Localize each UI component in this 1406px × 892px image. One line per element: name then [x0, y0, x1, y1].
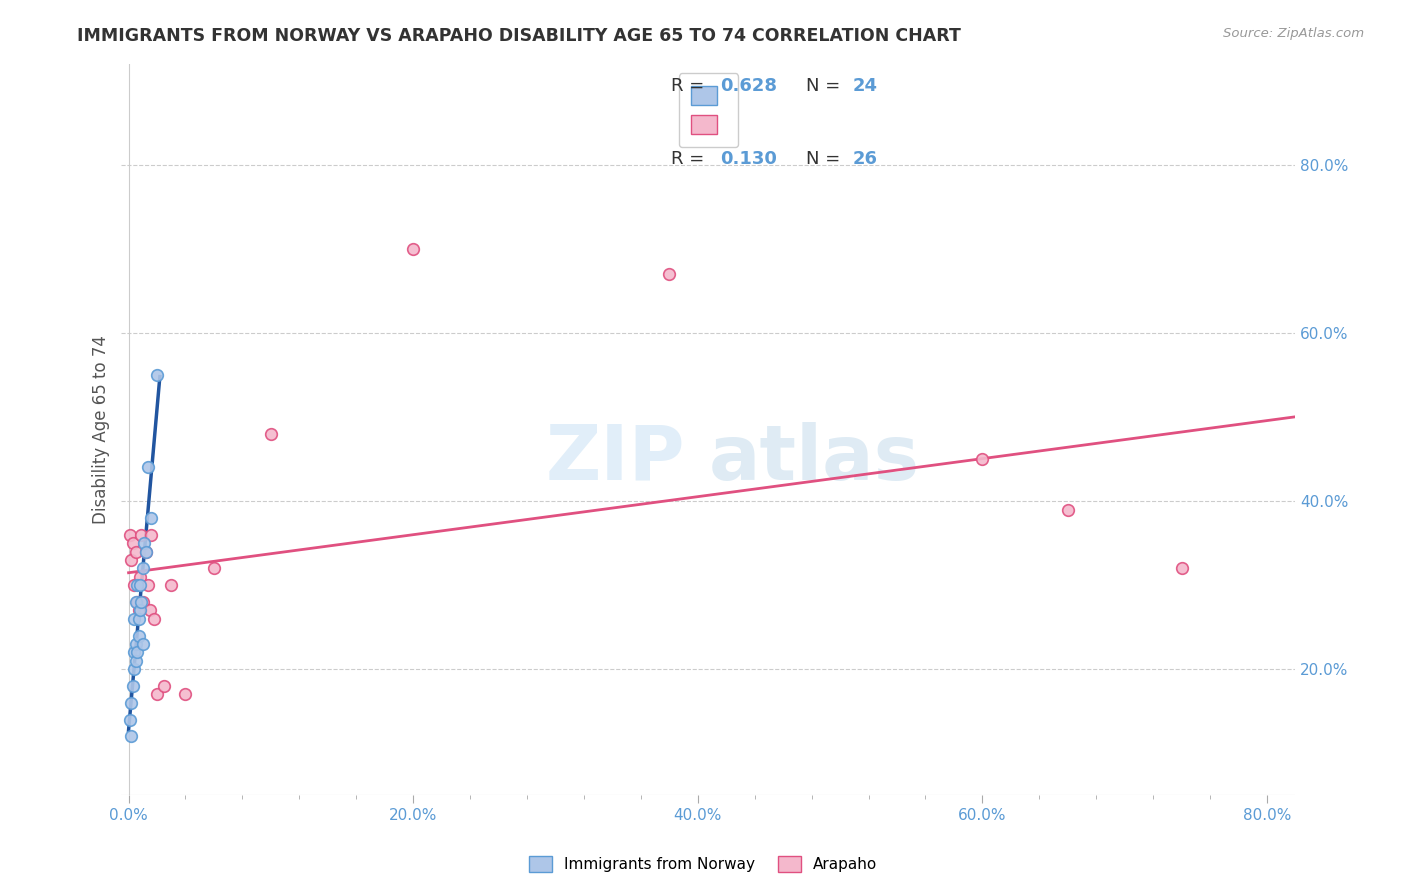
Point — [141, 511, 163, 525]
Y-axis label: Disability Age 65 to 74: Disability Age 65 to 74 — [93, 335, 110, 524]
Point — [131, 595, 153, 609]
Point — [138, 460, 160, 475]
Point — [127, 645, 149, 659]
Text: Source: ZipAtlas.com: Source: ZipAtlas.com — [1223, 27, 1364, 40]
Text: 24: 24 — [853, 78, 877, 95]
Point — [160, 578, 183, 592]
Point — [135, 544, 157, 558]
Point — [120, 696, 142, 710]
Point — [132, 595, 155, 609]
Point — [122, 662, 145, 676]
Point — [127, 578, 149, 592]
Text: 0.628: 0.628 — [720, 78, 778, 95]
Point — [129, 570, 152, 584]
Point — [972, 452, 994, 467]
Legend: , : , — [679, 73, 738, 147]
Text: ZIP: ZIP — [546, 422, 685, 496]
Point — [132, 637, 155, 651]
Point — [202, 561, 225, 575]
Point — [121, 679, 143, 693]
Point — [132, 561, 155, 575]
Point — [122, 612, 145, 626]
Point — [124, 544, 146, 558]
Text: atlas: atlas — [709, 422, 920, 496]
Point — [124, 654, 146, 668]
Point — [118, 713, 141, 727]
Text: IMMIGRANTS FROM NORWAY VS ARAPAHO DISABILITY AGE 65 TO 74 CORRELATION CHART: IMMIGRANTS FROM NORWAY VS ARAPAHO DISABI… — [77, 27, 962, 45]
Point — [139, 603, 162, 617]
Legend: Immigrants from Norway, Arapaho: Immigrants from Norway, Arapaho — [522, 848, 884, 880]
Point — [402, 242, 425, 256]
Point — [174, 688, 197, 702]
Point — [135, 544, 157, 558]
Point — [153, 679, 176, 693]
Point — [127, 595, 149, 609]
Text: R =: R = — [671, 78, 710, 95]
Point — [1056, 502, 1078, 516]
Point — [141, 527, 163, 541]
Point — [121, 536, 143, 550]
Point — [138, 578, 160, 592]
Point — [129, 603, 152, 617]
Point — [1170, 561, 1192, 575]
Point — [146, 368, 169, 382]
Point — [124, 595, 146, 609]
Point — [143, 612, 166, 626]
Point — [134, 536, 156, 550]
Text: N =: N = — [806, 151, 846, 169]
Point — [128, 612, 150, 626]
Point — [128, 629, 150, 643]
Point — [658, 267, 681, 281]
Point — [120, 730, 142, 744]
Point — [129, 578, 152, 592]
Text: 26: 26 — [853, 151, 877, 169]
Point — [128, 603, 150, 617]
Point — [122, 578, 145, 592]
Point — [118, 527, 141, 541]
Text: N =: N = — [806, 78, 846, 95]
Point — [124, 637, 146, 651]
Point — [146, 688, 169, 702]
Text: R =: R = — [671, 151, 710, 169]
Point — [120, 553, 142, 567]
Text: 0.130: 0.130 — [720, 151, 778, 169]
Point — [131, 527, 153, 541]
Point — [122, 645, 145, 659]
Point — [260, 426, 283, 441]
